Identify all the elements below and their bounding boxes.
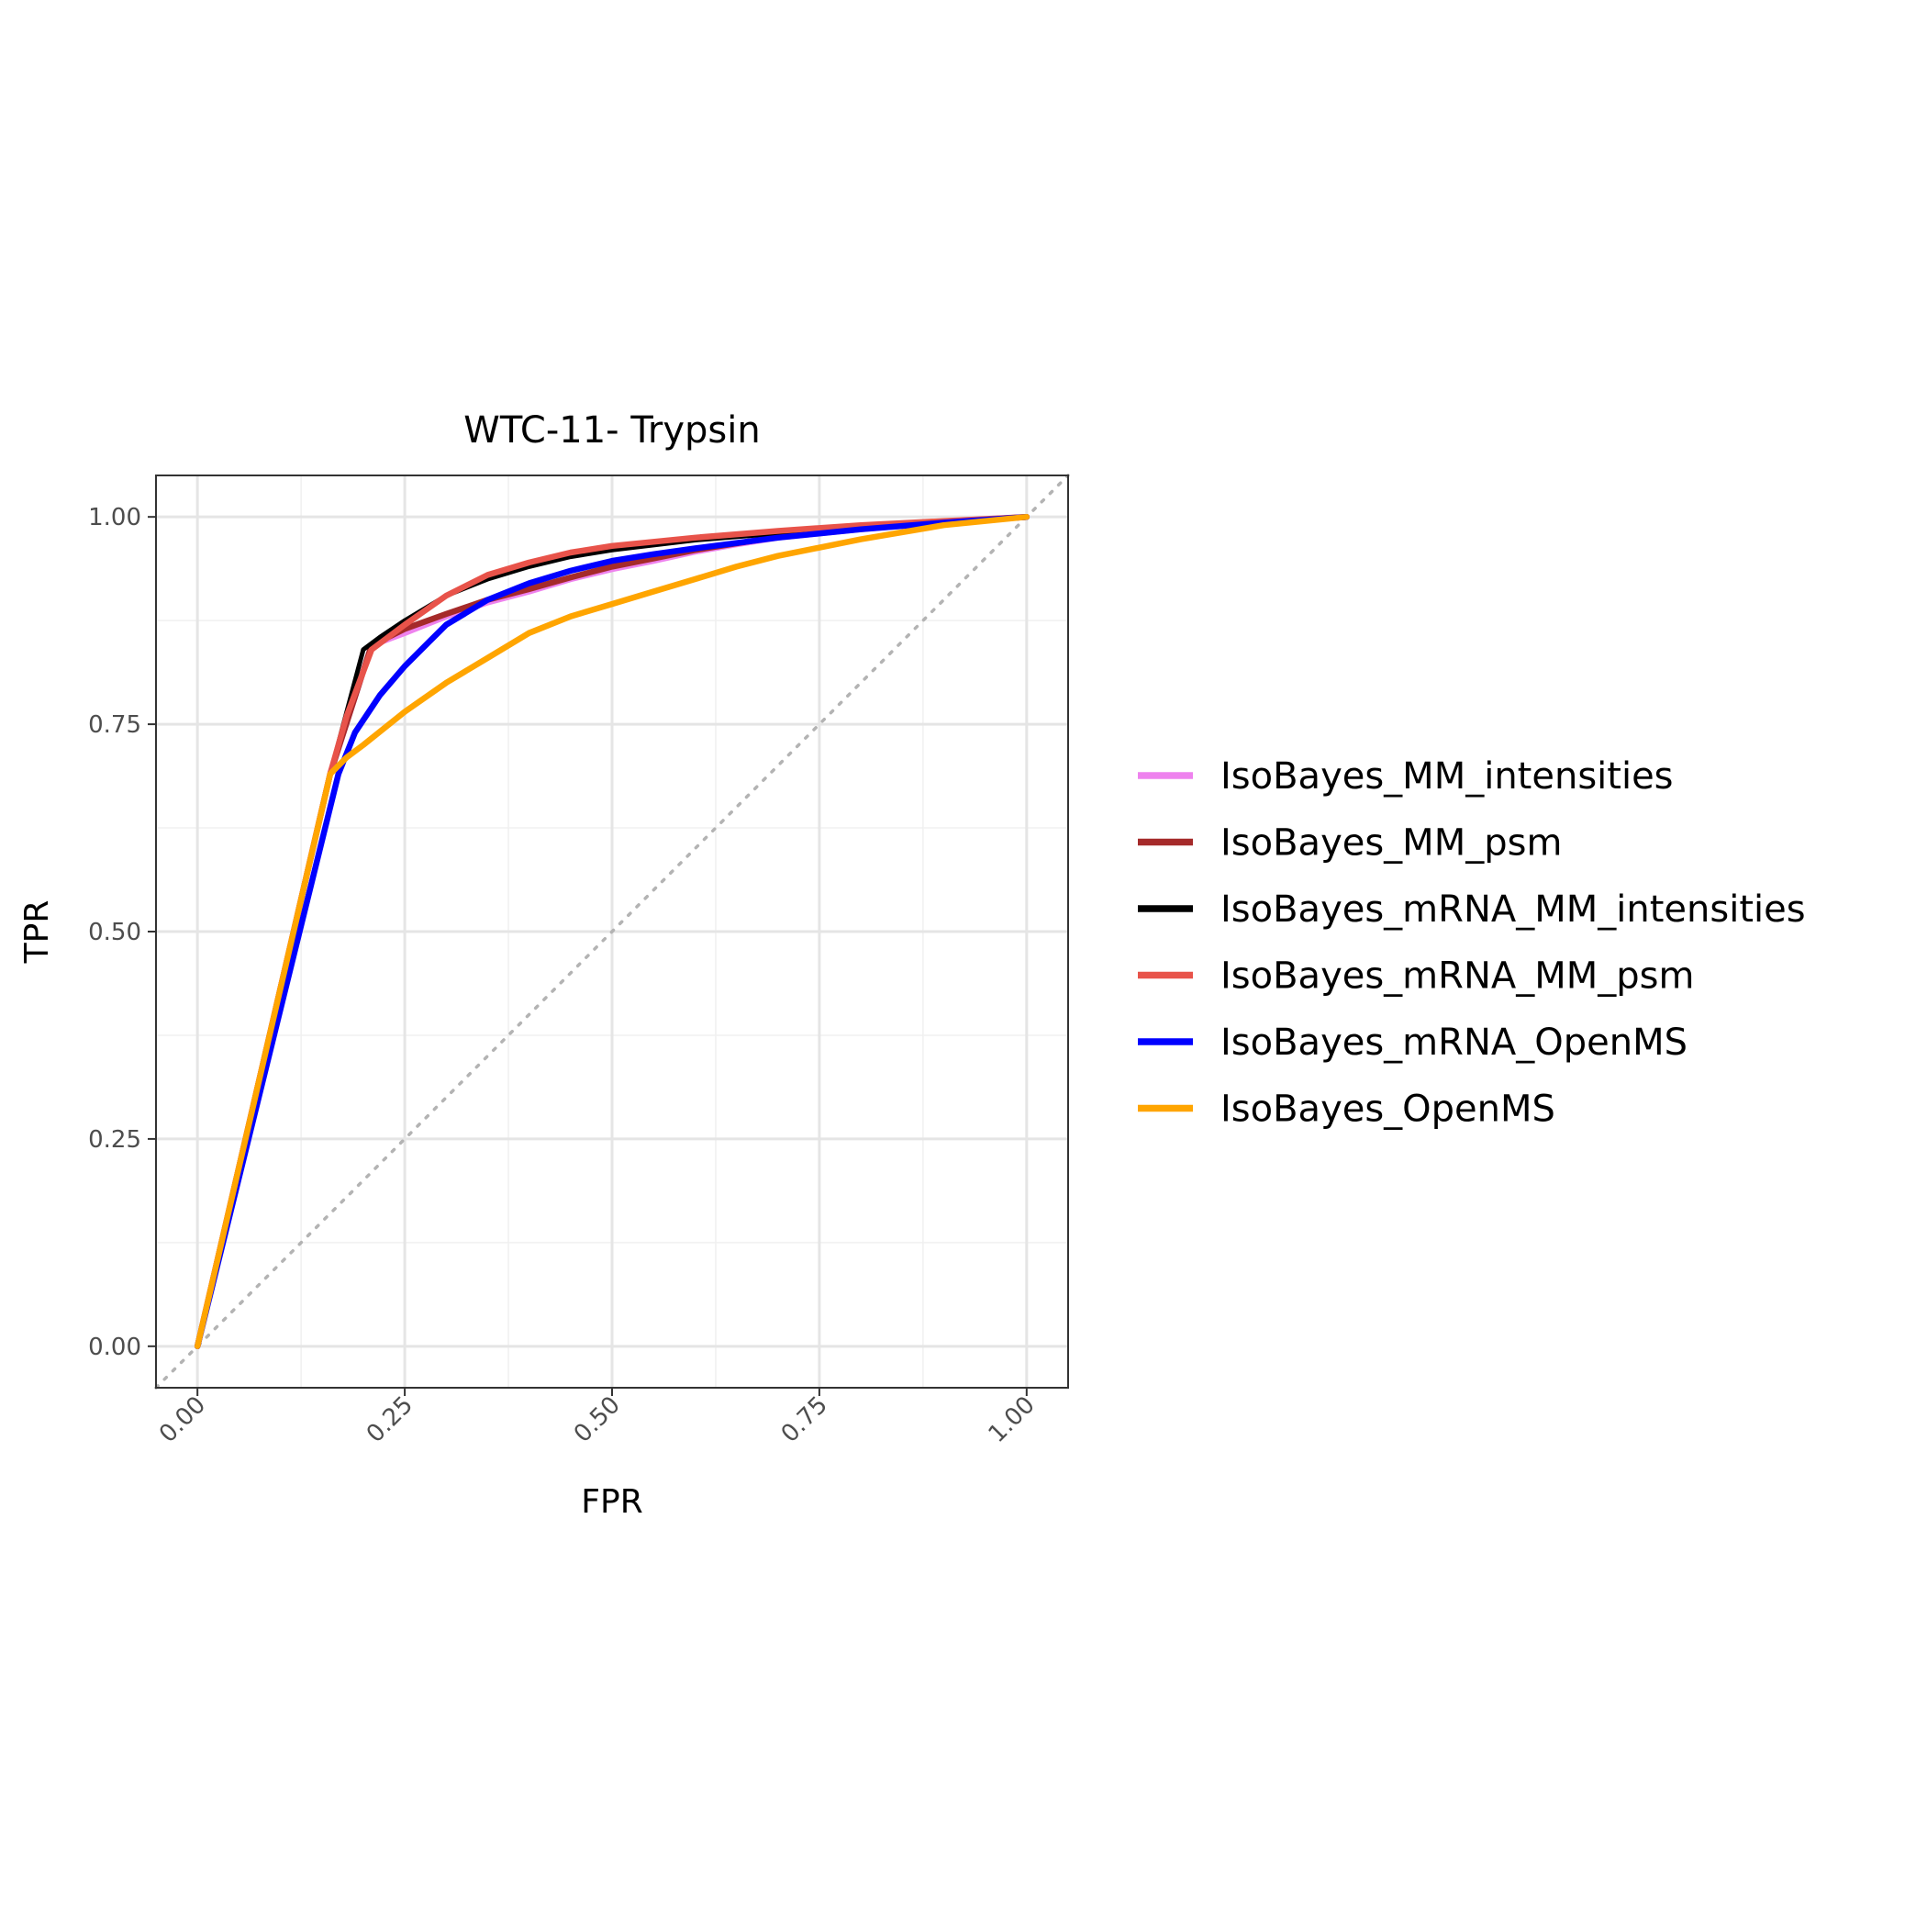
y-tick-label: 1.00 (88, 504, 141, 531)
series-line-isobayes-mrna-openms (194, 513, 1030, 1350)
series-line-isobayes-mrna-mm-psm (194, 513, 1030, 1350)
chart-title: WTC-11- Trypsin (463, 409, 760, 452)
y-axis-title: TPR (18, 900, 56, 965)
y-tick-label: 0.00 (88, 1334, 141, 1361)
legend-label: IsoBayes_mRNA_MM_intensities (1220, 888, 1806, 931)
legend-label: IsoBayes_OpenMS (1220, 1089, 1555, 1131)
series-lines (194, 513, 1030, 1350)
legend-label: IsoBayes_MM_intensities (1220, 755, 1674, 798)
y-tick-label: 0.75 (88, 711, 141, 739)
legend-label: IsoBayes_MM_psm (1220, 822, 1562, 865)
series-line-isobayes-openms (194, 513, 1030, 1350)
y-tick-label: 0.50 (88, 919, 141, 946)
reference-diagonal (154, 474, 1070, 1390)
legend-label: IsoBayes_mRNA_MM_psm (1220, 955, 1694, 998)
legend: IsoBayes_MM_intensities IsoBayes_MM_psm Is… (1138, 755, 1806, 1131)
x-axis-title: FPR (581, 1483, 642, 1521)
reference-line (154, 474, 1070, 1390)
legend-label: IsoBayes_mRNA_OpenMS (1220, 1022, 1688, 1064)
y-tick-label: 0.25 (88, 1126, 141, 1154)
